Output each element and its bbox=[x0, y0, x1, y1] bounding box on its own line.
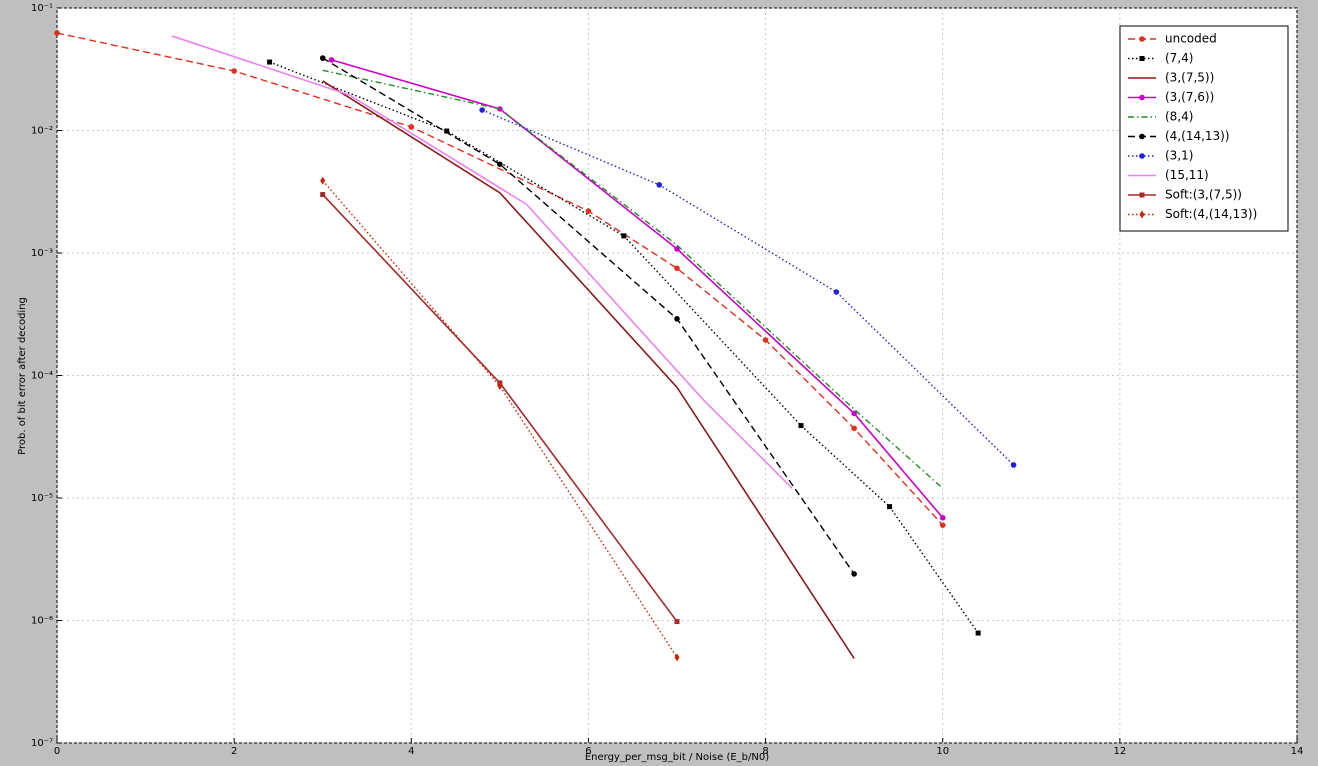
legend-marker bbox=[1139, 210, 1145, 219]
y-tick-label: 10⁻⁵ bbox=[31, 493, 53, 504]
x-tick-label: 14 bbox=[1291, 746, 1304, 757]
marker bbox=[320, 176, 326, 185]
marker bbox=[975, 630, 981, 636]
y-tick-label: 10⁻⁷ bbox=[31, 738, 53, 749]
x-tick-label: 12 bbox=[1113, 746, 1126, 757]
x-tick-label: 4 bbox=[408, 746, 414, 757]
x-tick-label: 8 bbox=[762, 746, 768, 757]
y-axis-label: Prob. of bit error after decoding bbox=[17, 297, 28, 455]
marker bbox=[851, 571, 857, 577]
marker bbox=[621, 233, 627, 239]
legend-marker bbox=[1139, 133, 1145, 140]
series-line bbox=[171, 35, 793, 489]
legend-box bbox=[1119, 25, 1289, 232]
x-tick-label: 6 bbox=[585, 746, 591, 757]
series-line bbox=[269, 61, 979, 634]
marker bbox=[674, 619, 680, 625]
marker bbox=[231, 68, 237, 74]
marker bbox=[656, 182, 663, 188]
marker bbox=[674, 265, 680, 272]
marker bbox=[328, 57, 335, 63]
marker bbox=[444, 128, 450, 134]
legend-label: (4,(14,13)) bbox=[1165, 129, 1230, 143]
marker bbox=[674, 246, 680, 252]
legend-label: uncoded bbox=[1165, 32, 1217, 46]
legend-marker bbox=[1139, 94, 1145, 101]
marker bbox=[319, 55, 326, 61]
legend-marker bbox=[1139, 192, 1145, 198]
marker bbox=[674, 653, 680, 662]
marker bbox=[762, 337, 769, 343]
marker bbox=[887, 504, 893, 510]
x-tick-label: 2 bbox=[231, 746, 237, 757]
legend-marker bbox=[1139, 56, 1145, 61]
legend-marker bbox=[1139, 153, 1145, 159]
series-line bbox=[322, 57, 855, 575]
marker bbox=[497, 161, 503, 168]
series-line bbox=[56, 32, 944, 526]
marker bbox=[408, 124, 415, 130]
marker bbox=[1010, 462, 1017, 468]
marker bbox=[798, 423, 804, 429]
legend-label: Soft:(3,(7,5)) bbox=[1165, 188, 1242, 202]
marker bbox=[267, 59, 273, 65]
legend-label: (8,4) bbox=[1165, 110, 1193, 124]
marker bbox=[585, 208, 592, 214]
legend-label: (3,(7,6)) bbox=[1165, 90, 1214, 104]
legend: uncoded (7,4) (3,(7,5)) (3,(7,6)) (8,4) (4,(1… bbox=[1119, 25, 1289, 232]
legend-label: (15,11) bbox=[1165, 168, 1209, 182]
marker bbox=[939, 514, 946, 521]
legend-label: (7,4) bbox=[1165, 51, 1193, 65]
marker bbox=[320, 192, 326, 198]
y-tick-label: 10⁻² bbox=[31, 126, 53, 137]
legend-label: (3,(7,5)) bbox=[1165, 71, 1214, 85]
y-tick-label: 10⁻³ bbox=[31, 248, 53, 259]
marker bbox=[851, 410, 857, 417]
series-line bbox=[322, 80, 855, 659]
legend-label: Soft:(4,(14,13)) bbox=[1165, 207, 1257, 221]
legend-label: (3,1) bbox=[1165, 149, 1193, 163]
legend-marker bbox=[1139, 36, 1145, 42]
y-tick-label: 10⁻⁶ bbox=[31, 616, 53, 627]
marker bbox=[54, 30, 60, 36]
marker bbox=[851, 425, 857, 432]
marker bbox=[939, 522, 946, 528]
y-tick-label: 10⁻¹ bbox=[31, 3, 53, 14]
x-axis-label: Energy_per_msg_bit / Noise (E_b/N0) bbox=[585, 752, 769, 763]
x-tick-label: 0 bbox=[54, 746, 60, 757]
y-tick-label: 10⁻⁴ bbox=[31, 371, 53, 382]
marker bbox=[674, 316, 680, 322]
marker bbox=[497, 382, 503, 391]
series-line bbox=[481, 109, 1015, 466]
marker bbox=[833, 289, 840, 295]
x-tick-label: 10 bbox=[936, 746, 949, 757]
marker bbox=[479, 107, 485, 113]
